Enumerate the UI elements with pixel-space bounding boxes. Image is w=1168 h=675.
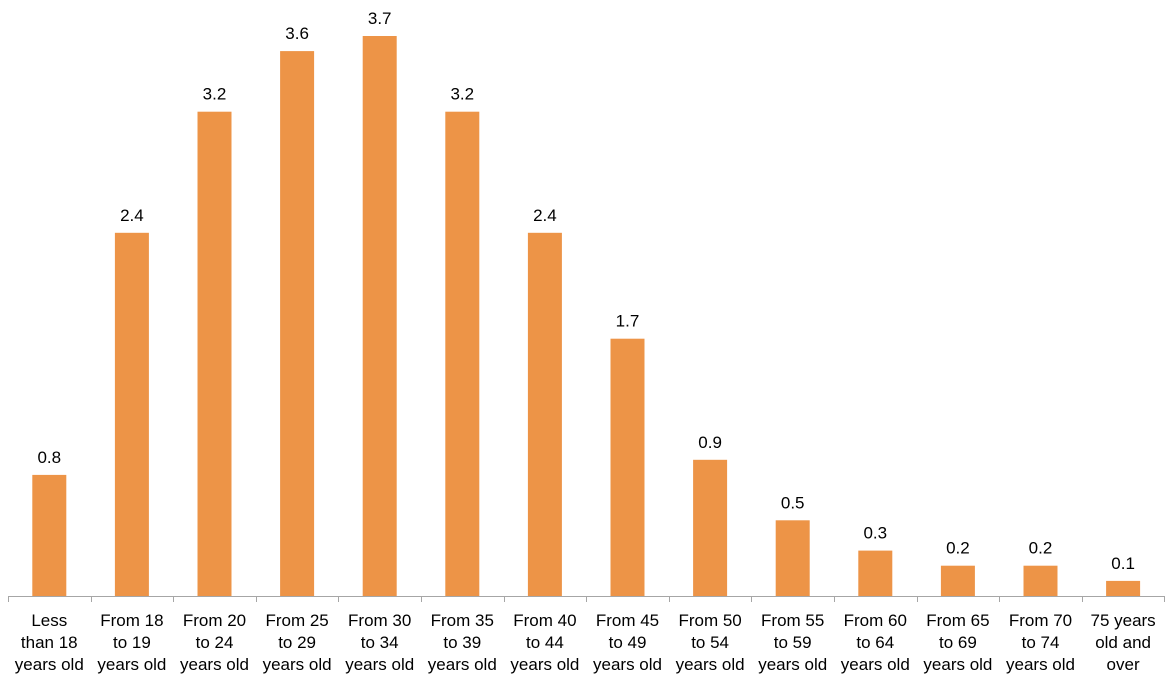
category-label: From 35 to 39 years old — [428, 611, 497, 674]
bar-value-label: 2.4 — [120, 206, 144, 225]
bar — [775, 520, 810, 596]
category-label-line: From 60 — [844, 611, 907, 630]
category-label-line: old and — [1095, 633, 1151, 652]
category-label: From 45 to 49 years old — [593, 611, 662, 674]
category-label-line: to 54 — [691, 633, 729, 652]
category-label-line: to 19 — [113, 633, 151, 652]
bar-value-label: 3.6 — [285, 24, 309, 43]
value-labels-group: 0.8 2.4 3.2 3.6 3.7 3.2 2.4 1.7 0.9 0.5 0.3 0.2 0.2 0… — [37, 9, 1134, 573]
category-label: From 20 to 24 years old — [180, 611, 249, 674]
bar — [858, 550, 893, 596]
category-label-line: years old — [180, 655, 249, 674]
category-label-line: From 25 — [265, 611, 328, 630]
category-label-line: From 65 — [926, 611, 989, 630]
category-label-line: 75 years — [1090, 611, 1155, 630]
category-label: From 40 to 44 years old — [510, 611, 579, 674]
bar — [32, 474, 67, 596]
category-label: From 70 to 74 years old — [1006, 611, 1075, 674]
category-label-line: to 29 — [278, 633, 316, 652]
bar — [610, 338, 645, 596]
category-label: From 50 to 54 years old — [676, 611, 745, 674]
bar-value-label: 3.7 — [368, 9, 392, 28]
category-label-line: to 24 — [196, 633, 234, 652]
bar-value-label: 3.2 — [450, 85, 474, 104]
bar-value-label: 2.4 — [533, 206, 557, 225]
category-label-line: to 44 — [526, 633, 564, 652]
category-label-line: to 74 — [1022, 633, 1060, 652]
category-label-line: From 30 — [348, 611, 411, 630]
category-label-line: years old — [1006, 655, 1075, 674]
bar-value-label: 1.7 — [616, 312, 640, 331]
bar — [362, 36, 397, 596]
bar — [693, 459, 728, 596]
bar — [527, 232, 562, 597]
category-label-line: From 40 — [513, 611, 576, 630]
category-label-line: Less — [31, 611, 67, 630]
category-label-line: From 45 — [596, 611, 659, 630]
bar-value-label: 3.2 — [203, 85, 227, 104]
category-label-line: years old — [263, 655, 332, 674]
category-label-line: years old — [428, 655, 497, 674]
bar — [197, 111, 232, 596]
bar — [280, 51, 315, 597]
category-label: From 30 to 34 years old — [345, 611, 414, 674]
category-label-line: years old — [758, 655, 827, 674]
category-label-line: over — [1107, 655, 1140, 674]
category-label-line: to 49 — [609, 633, 647, 652]
bars-group — [32, 36, 1141, 597]
category-label-line: to 34 — [361, 633, 399, 652]
category-label-line: years old — [345, 655, 414, 674]
category-labels-group: Less than 18 years old From 18 to 19 years ol… — [15, 611, 1156, 674]
bar-value-label: 0.5 — [781, 493, 805, 512]
category-label-line: From 35 — [431, 611, 494, 630]
bar-value-label: 0.2 — [1029, 539, 1053, 558]
bar — [1023, 565, 1058, 596]
bar-value-label: 0.1 — [1111, 554, 1135, 573]
bar-value-label: 0.9 — [698, 433, 722, 452]
bar — [940, 565, 975, 596]
category-label-line: From 50 — [678, 611, 741, 630]
category-label-line: From 18 — [100, 611, 163, 630]
category-label-line: years old — [676, 655, 745, 674]
category-label: From 65 to 69 years old — [923, 611, 992, 674]
category-label-line: From 70 — [1009, 611, 1072, 630]
category-label: From 18 to 19 years old — [97, 611, 166, 674]
category-label-line: to 39 — [443, 633, 481, 652]
category-label-line: to 59 — [774, 633, 812, 652]
category-label-line: From 55 — [761, 611, 824, 630]
category-label-line: From 20 — [183, 611, 246, 630]
bar — [1106, 580, 1141, 596]
category-label: From 60 to 64 years old — [841, 611, 910, 674]
category-label-line: to 64 — [856, 633, 894, 652]
bar — [114, 232, 149, 597]
category-label: 75 years old and over — [1090, 611, 1155, 674]
category-label-line: years old — [923, 655, 992, 674]
bar — [445, 111, 480, 596]
bar-value-label: 0.8 — [37, 448, 61, 467]
category-label-line: years old — [593, 655, 662, 674]
category-label: Less than 18 years old — [15, 611, 84, 674]
category-label-line: years old — [97, 655, 166, 674]
category-label-line: years old — [15, 655, 84, 674]
bar-value-label: 0.3 — [863, 524, 887, 543]
category-label-line: to 69 — [939, 633, 977, 652]
category-label: From 55 to 59 years old — [758, 611, 827, 674]
category-label: From 25 to 29 years old — [263, 611, 332, 674]
bar-value-label: 0.2 — [946, 539, 970, 558]
category-label-line: than 18 — [21, 633, 78, 652]
x-axis — [8, 596, 1165, 602]
category-label-line: years old — [510, 655, 579, 674]
category-label-line: years old — [841, 655, 910, 674]
